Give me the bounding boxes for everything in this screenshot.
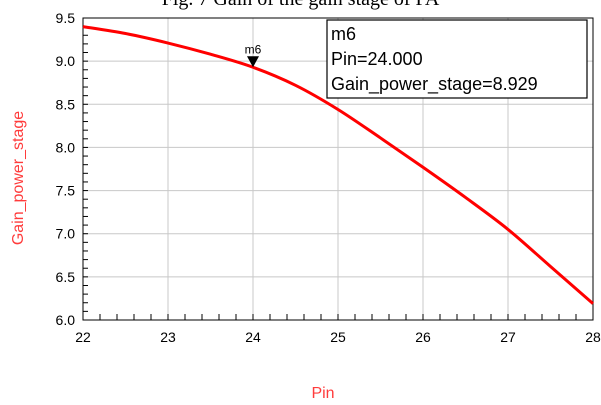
x-tick-labels: 22 23 24 25 26 27 28 [75, 329, 601, 345]
marker-label: m6 [245, 42, 262, 56]
marker-triangle-icon [247, 56, 259, 68]
readout-line-pin: Pin=24.000 [331, 49, 423, 69]
page-title: Fig. 7 Gain of the gain stage of PA [0, 0, 601, 11]
y-tick-label: 7.0 [56, 226, 76, 242]
x-tick-label: 28 [585, 329, 601, 345]
y-axis-title: Gain_power_stage [10, 111, 27, 245]
marker-m6[interactable]: m6 [245, 42, 262, 68]
plot-frame [82, 17, 594, 321]
x-tick-label: 25 [330, 329, 346, 345]
marker-readout-box: m6 Pin=24.000 Gain_power_stage=8.929 [326, 19, 588, 99]
y-tick-label: 7.5 [56, 183, 76, 199]
y-tick-labels: 6.0 6.5 7.0 7.5 8.0 8.5 9.0 9.5 [56, 10, 76, 328]
series-line [82, 25, 594, 305]
x-tick-label: 24 [245, 329, 261, 345]
x-axis-title: Pin [311, 385, 334, 402]
x-tick-label: 27 [500, 329, 516, 345]
x-tick-label: 26 [415, 329, 431, 345]
readout-frame [326, 19, 588, 99]
y-tick-label: 8.0 [56, 139, 76, 155]
readout-line-gain: Gain_power_stage=8.929 [331, 74, 538, 95]
y-tick-label: 6.5 [56, 269, 76, 285]
x-tick-label: 22 [75, 329, 91, 345]
y-tick-label: 6.0 [56, 312, 76, 328]
x-tick-label: 23 [160, 329, 176, 345]
y-tick-label: 9.0 [56, 53, 76, 69]
y-tick-label: 8.5 [56, 96, 76, 112]
readout-line-name: m6 [331, 24, 356, 44]
y-tick-label: 9.5 [56, 10, 76, 26]
